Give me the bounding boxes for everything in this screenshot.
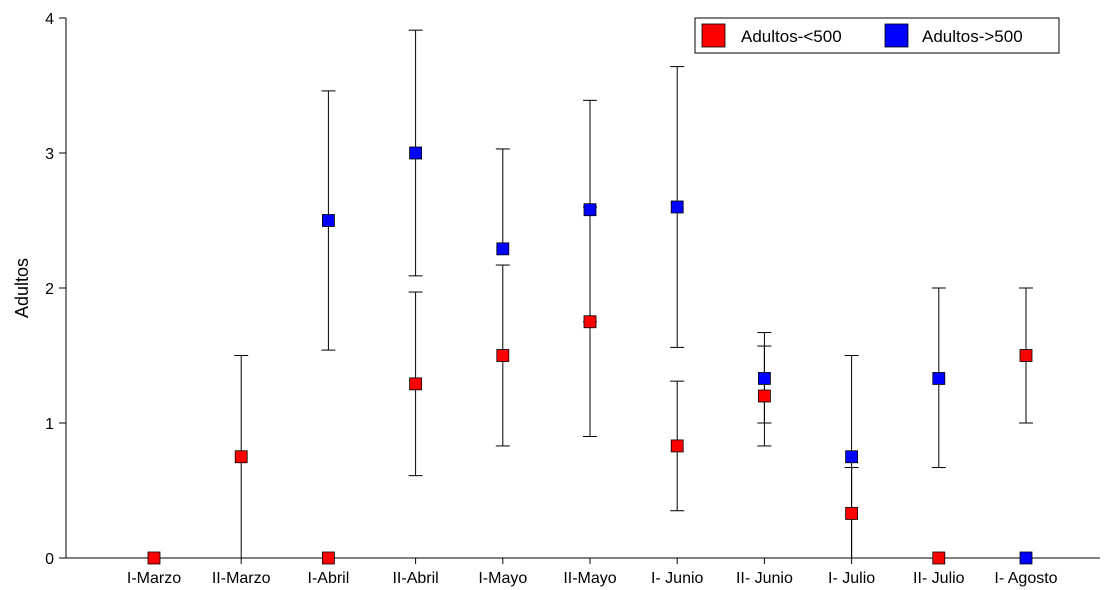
legend: Adultos-<500 Adultos->500	[694, 17, 1060, 54]
marker-series-1	[147, 551, 161, 565]
marker-series-2	[1019, 551, 1033, 565]
y-tick-label: 3	[45, 146, 54, 163]
legend-swatch-series-1	[701, 23, 726, 48]
x-tick-label: I- Agosto	[994, 570, 1057, 587]
x-tick-label: II-Marzo	[212, 570, 271, 587]
legend-label-series-1: Adultos-<500	[741, 27, 842, 46]
x-tick-label: II- Julio	[913, 570, 965, 587]
marker-series-2	[409, 146, 423, 160]
x-tick-label: II-Mayo	[563, 570, 616, 587]
legend-swatch-series-2	[884, 23, 909, 48]
y-tick-label: 4	[45, 11, 54, 28]
x-tick-label: II- Junio	[736, 570, 793, 587]
y-ticks: 0 1 2 3 4	[45, 11, 66, 568]
marker-series-1	[670, 439, 684, 453]
marker-series-2	[758, 372, 771, 385]
marker-series-2	[670, 200, 684, 214]
marker-series-1	[321, 551, 335, 565]
error-bars	[234, 29, 1033, 559]
marker-series-2	[932, 372, 946, 385]
x-tick-label: I- Junio	[651, 570, 704, 587]
legend-label-series-2: Adultos->500	[922, 27, 1023, 46]
marker-series-1	[234, 450, 248, 464]
x-tick-label: I-Mayo	[478, 570, 527, 587]
marker-series-2	[583, 203, 597, 217]
y-tick-label: 2	[45, 281, 54, 298]
x-tick-label: II-Abril	[392, 570, 438, 587]
y-axis-title: Adultos	[12, 258, 32, 318]
y-tick-label: 0	[45, 551, 54, 568]
data-markers	[147, 146, 1033, 565]
marker-series-1	[932, 551, 946, 565]
marker-series-1	[409, 377, 423, 391]
marker-series-1	[758, 389, 771, 403]
marker-series-1	[496, 349, 510, 362]
x-tick-label: I-Abril	[308, 570, 350, 587]
marker-series-1	[1019, 349, 1033, 362]
x-ticks: I-Marzo II-Marzo I-Abril II-Abril I-Mayo II-M…	[127, 558, 1058, 587]
x-tick-label: I- Julio	[828, 570, 875, 587]
marker-series-2	[496, 242, 510, 256]
legend-box	[694, 17, 1060, 54]
y-tick-label: 1	[45, 416, 54, 433]
x-tick-label: I-Marzo	[127, 570, 181, 587]
marker-series-2	[845, 450, 858, 464]
marker-series-2	[321, 214, 335, 227]
marker-series-1	[845, 507, 858, 520]
marker-series-1	[583, 315, 597, 329]
